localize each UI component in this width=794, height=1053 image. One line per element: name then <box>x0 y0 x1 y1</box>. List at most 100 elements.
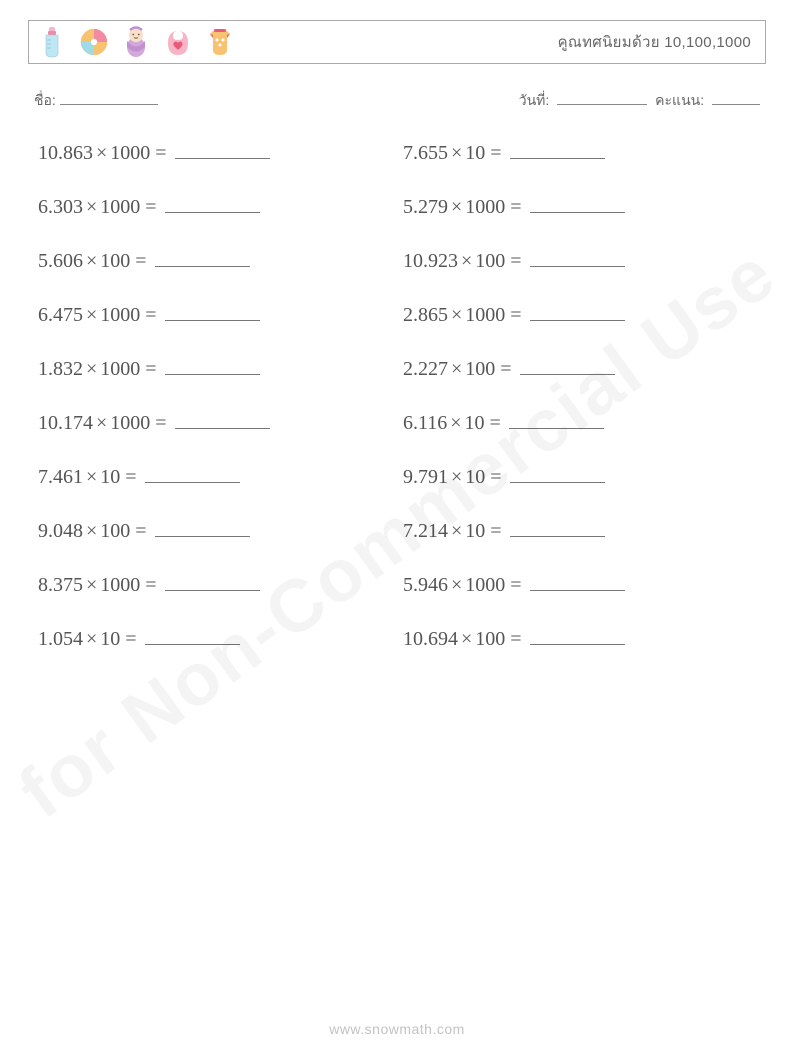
times-symbol: × <box>83 250 100 272</box>
answer-blank <box>165 304 260 321</box>
operand-b: 100 <box>100 250 130 272</box>
operand-b: 10 <box>100 628 120 650</box>
problem-item: 2.227×100 = <box>403 358 756 381</box>
times-symbol: × <box>448 520 465 542</box>
operand-a: 1.054 <box>38 628 83 650</box>
equals-symbol: = <box>130 520 151 542</box>
times-symbol: × <box>448 304 465 326</box>
operand-a: 10.923 <box>403 250 458 272</box>
ball-icon <box>77 25 111 59</box>
header-box: คูณทศนิยมด้วย 10,100,1000 <box>28 20 766 64</box>
operand-b: 1000 <box>100 358 140 380</box>
equals-symbol: = <box>485 520 506 542</box>
answer-blank <box>530 196 625 213</box>
bib-icon <box>161 25 195 59</box>
answer-blank <box>530 304 625 321</box>
operand-b: 10 <box>100 466 120 488</box>
score-label: คะแนน: <box>655 92 704 108</box>
answer-blank <box>510 466 605 483</box>
operand-a: 7.214 <box>403 520 448 542</box>
operand-a: 10.694 <box>403 628 458 650</box>
problem-item: 7.655×10 = <box>403 142 756 165</box>
times-symbol: × <box>448 358 465 380</box>
problem-item: 6.116×10 = <box>403 412 756 435</box>
operand-b: 1000 <box>100 196 140 218</box>
operand-b: 1000 <box>110 412 150 434</box>
answer-blank <box>165 574 260 591</box>
operand-a: 9.791 <box>403 466 448 488</box>
operand-a: 6.475 <box>38 304 83 326</box>
operand-a: 5.946 <box>403 574 448 596</box>
equals-symbol: = <box>485 466 506 488</box>
equals-symbol: = <box>485 412 506 434</box>
problem-item: 7.214×10 = <box>403 520 756 543</box>
times-symbol: × <box>448 142 465 164</box>
operand-b: 1000 <box>100 304 140 326</box>
times-symbol: × <box>448 466 465 488</box>
times-symbol: × <box>448 574 465 596</box>
problem-item: 9.791×10 = <box>403 466 756 489</box>
equals-symbol: = <box>140 358 161 380</box>
answer-blank <box>510 520 605 537</box>
answer-blank <box>175 412 270 429</box>
answer-blank <box>520 358 615 375</box>
problem-item: 2.865×1000 = <box>403 304 756 327</box>
times-symbol: × <box>458 628 475 650</box>
name-label: ชื่อ: <box>34 90 56 112</box>
problem-item: 8.375×1000 = <box>38 574 391 597</box>
times-symbol: × <box>458 250 475 272</box>
answer-blank <box>530 628 625 645</box>
problem-item: 10.923×100 = <box>403 250 756 273</box>
answer-blank <box>165 196 260 213</box>
operand-a: 6.303 <box>38 196 83 218</box>
times-symbol: × <box>83 304 100 326</box>
operand-a: 2.227 <box>403 358 448 380</box>
problem-item: 7.461×10 = <box>38 466 391 489</box>
operand-b: 10 <box>465 520 485 542</box>
answer-blank <box>155 520 250 537</box>
problem-item: 9.048×100 = <box>38 520 391 543</box>
operand-b: 100 <box>100 520 130 542</box>
date-label: วันที่: <box>519 92 550 108</box>
operand-a: 1.832 <box>38 358 83 380</box>
header-icons <box>35 25 237 59</box>
operand-a: 7.655 <box>403 142 448 164</box>
problem-item: 10.863×1000 = <box>38 142 391 165</box>
operand-a: 8.375 <box>38 574 83 596</box>
equals-symbol: = <box>150 412 171 434</box>
answer-blank <box>530 250 625 267</box>
times-symbol: × <box>448 196 465 218</box>
operand-a: 2.865 <box>403 304 448 326</box>
operand-b: 10 <box>465 142 485 164</box>
equals-symbol: = <box>140 304 161 326</box>
times-symbol: × <box>83 196 100 218</box>
date-blank <box>557 91 647 105</box>
equals-symbol: = <box>505 628 526 650</box>
equals-symbol: = <box>140 196 161 218</box>
operand-b: 10 <box>465 412 485 434</box>
answer-blank <box>145 466 240 483</box>
swaddle-icon <box>119 25 153 59</box>
operand-b: 10 <box>465 466 485 488</box>
equals-symbol: = <box>140 574 161 596</box>
footer-url: www.snowmath.com <box>0 1021 794 1037</box>
answer-blank <box>509 412 604 429</box>
problem-item: 5.606×100 = <box>38 250 391 273</box>
operand-b: 1000 <box>110 142 150 164</box>
operand-b: 100 <box>475 250 505 272</box>
operand-a: 9.048 <box>38 520 83 542</box>
equals-symbol: = <box>505 196 526 218</box>
operand-a: 7.461 <box>38 466 83 488</box>
problem-item: 6.475×1000 = <box>38 304 391 327</box>
equals-symbol: = <box>485 142 506 164</box>
answer-blank <box>175 142 270 159</box>
operand-a: 6.116 <box>403 412 447 434</box>
equals-symbol: = <box>130 250 151 272</box>
operand-a: 5.606 <box>38 250 83 272</box>
answer-blank <box>155 250 250 267</box>
times-symbol: × <box>93 412 110 434</box>
equals-symbol: = <box>120 628 141 650</box>
operand-a: 10.174 <box>38 412 93 434</box>
operand-b: 100 <box>475 628 505 650</box>
score-blank <box>712 91 760 105</box>
